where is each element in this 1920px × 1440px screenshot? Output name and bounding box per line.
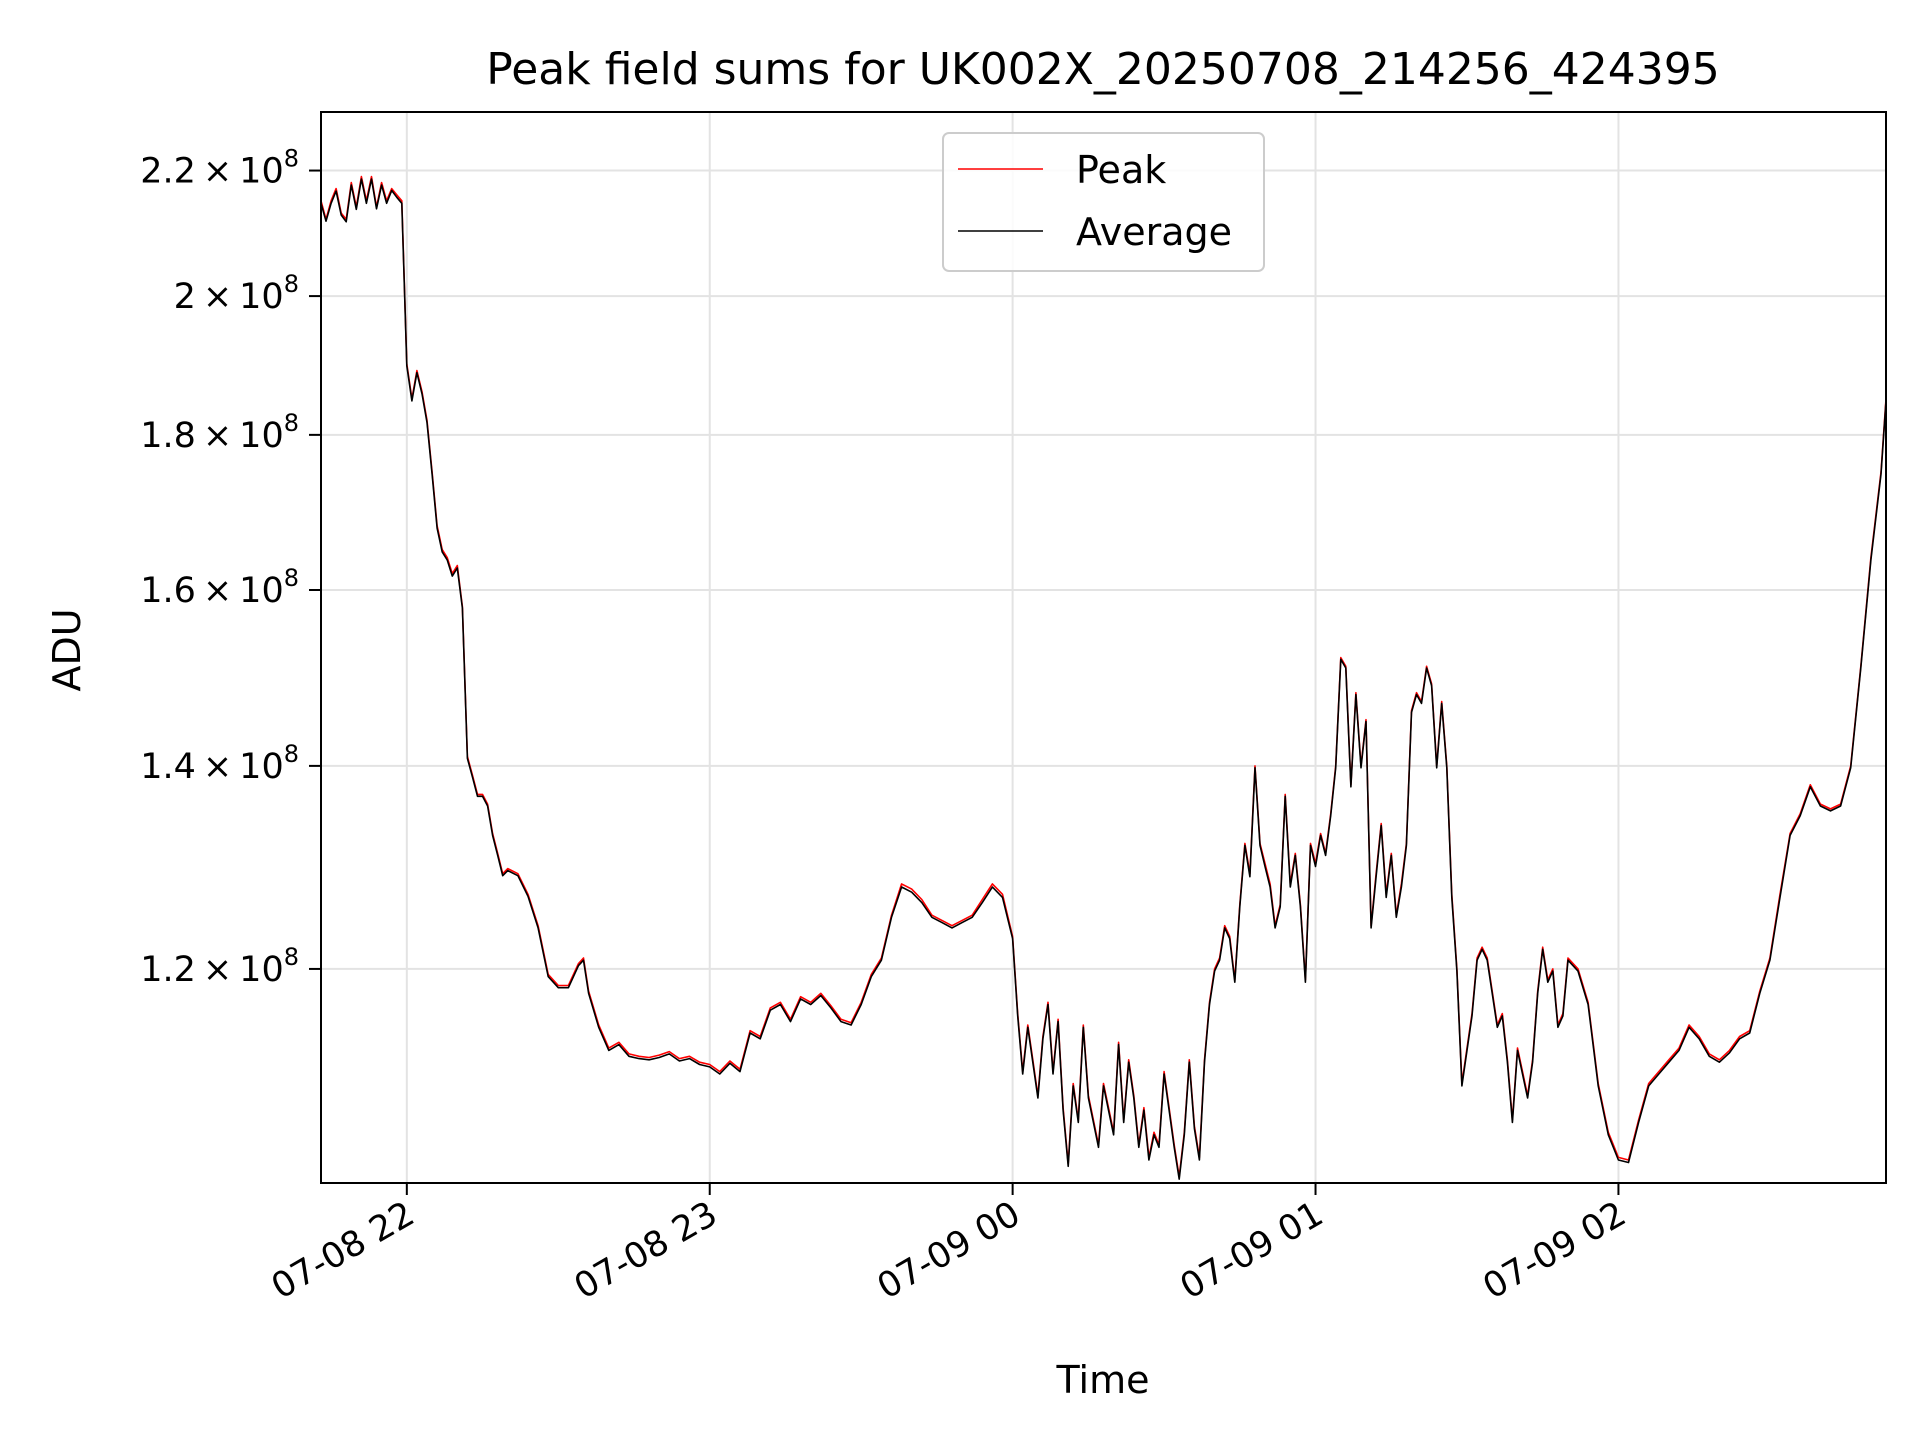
y-axis: 1.2 × 108 1.4 × 108 1.6 × 108 1.8 × 108 2 × …: [140, 145, 321, 990]
series-line-average: [320, 178, 1887, 1180]
legend: Peak Average: [942, 132, 1265, 272]
y-axis-label: ADU: [45, 608, 89, 691]
legend-box: [942, 132, 1265, 272]
y-tick-label: 2 × 108: [174, 270, 299, 317]
plot-frame: [320, 111, 1887, 1184]
y-tick-label: 2.2 × 108: [140, 145, 299, 192]
chart-title: Peak field sums for UK002X_20250708_2142…: [486, 44, 1720, 95]
series-layer: [320, 175, 1887, 1180]
y-tick-label: 1.4 × 108: [140, 740, 299, 787]
y-tick-label: 1.6 × 108: [140, 564, 299, 611]
y-tick-label: 1.8 × 108: [140, 409, 299, 456]
x-axis-label: Time: [1056, 1358, 1150, 1402]
y-tick-label: 1.2 × 108: [140, 943, 299, 990]
legend-peak-label: Peak: [1076, 148, 1166, 192]
legend-average-label: Average: [1076, 210, 1232, 254]
